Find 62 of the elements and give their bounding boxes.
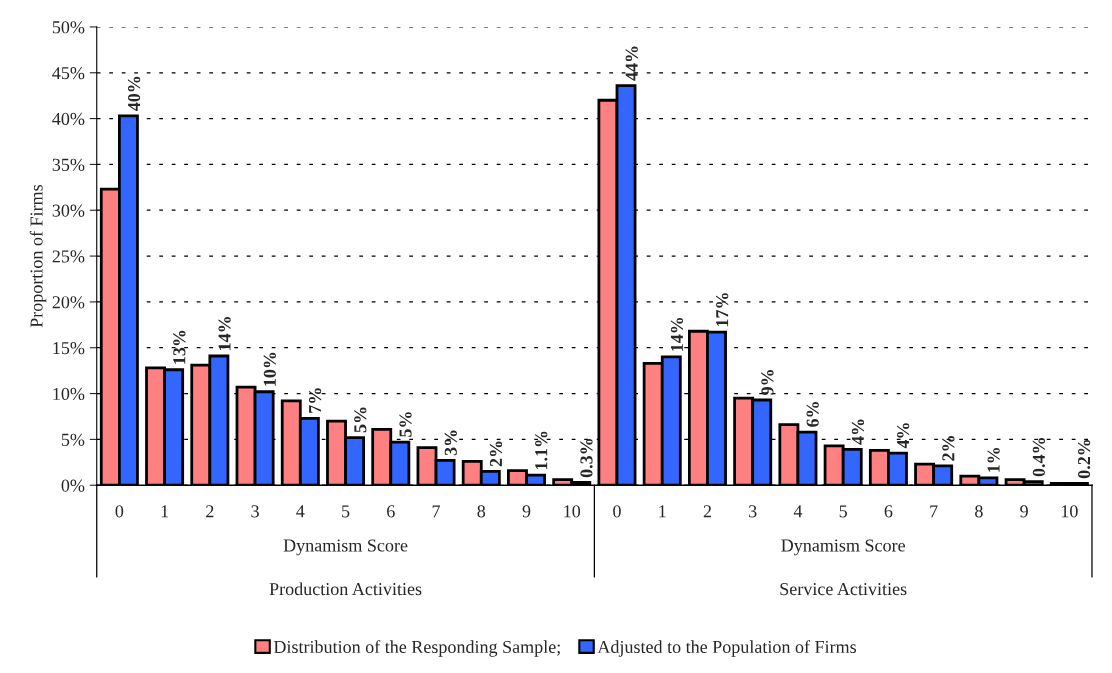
x-tick-label: 4 [793,505,803,518]
data-label: 17% [716,293,729,327]
data-label: 1.1% [535,431,548,470]
data-label: 13% [173,330,186,364]
y-axis-title: Proportion of Firms [29,185,47,328]
x-tick-label: 10 [1061,505,1078,518]
x-tick-label: 2 [703,505,711,518]
y-tick-label: 10% [53,387,85,401]
data-label: 5% [399,412,412,437]
y-tick-label: 5% [61,433,85,446]
y-tick-label: 45% [52,67,85,80]
y-tick-label: 25% [52,250,85,263]
data-label: 5% [354,407,367,433]
data-label: 7% [308,388,322,413]
x-tick-label: 6 [884,505,893,518]
y-tick-label: 30% [52,204,85,217]
x-tick-label: 7 [432,505,441,518]
x-tick-label: 5 [342,505,350,518]
data-label: 14% [670,317,684,351]
x-tick-label: 1 [659,505,666,518]
y-tick-label: 15% [53,342,85,355]
data-label: 2% [942,436,955,461]
text: Production Activities [269,582,422,596]
x-tick-label: 1 [161,505,169,518]
data-label: 0.4% [1032,438,1046,477]
x-tick-label: 9 [1020,505,1028,518]
y-tick-label: 35% [52,158,85,171]
y-tick-label: 20% [52,296,85,309]
x-tick-label: 2 [206,505,214,518]
data-label: 40% [127,76,141,111]
data-label: 6% [806,402,819,427]
y-tick-label: 0% [61,479,85,492]
data-label: 0.2% [1077,439,1091,479]
x-tick-label: 7 [930,505,938,518]
data-label: 14% [218,316,231,350]
legend-label: Adjusted to the Population of Firms [597,640,857,657]
text: Service Activities [780,583,907,596]
x-tick-label: 3 [749,505,757,518]
x-tick-label: 6 [387,505,395,518]
text: Dynamism Score [283,539,408,556]
data-label: 9% [761,370,774,395]
data-label: 10% [263,352,276,386]
x-tick-label: 3 [251,505,259,518]
x-tick-label: 8 [975,505,983,518]
data-label: 44% [625,46,638,81]
y-tick-label: 40% [52,112,85,126]
text: Dynamism Score [781,539,905,556]
x-tick-label: 10 [564,505,581,518]
x-tick-label: 5 [839,505,847,518]
data-label: 4% [851,419,865,445]
legend-label: Distribution of the Responding Sample; [273,640,560,657]
data-label: 2% [489,441,503,467]
x-tick-label: 9 [522,505,531,518]
x-tick-label: 0 [613,505,621,518]
x-tick-label: 8 [477,505,486,518]
data-label: 0.3% [580,438,593,478]
data-label: 3% [444,430,457,456]
x-tick-label: 4 [296,505,305,518]
x-tick-label: 0 [115,505,124,518]
data-label: 1% [987,447,1000,472]
data-label: 4% [897,423,910,449]
y-tick-label: 50% [52,21,85,34]
